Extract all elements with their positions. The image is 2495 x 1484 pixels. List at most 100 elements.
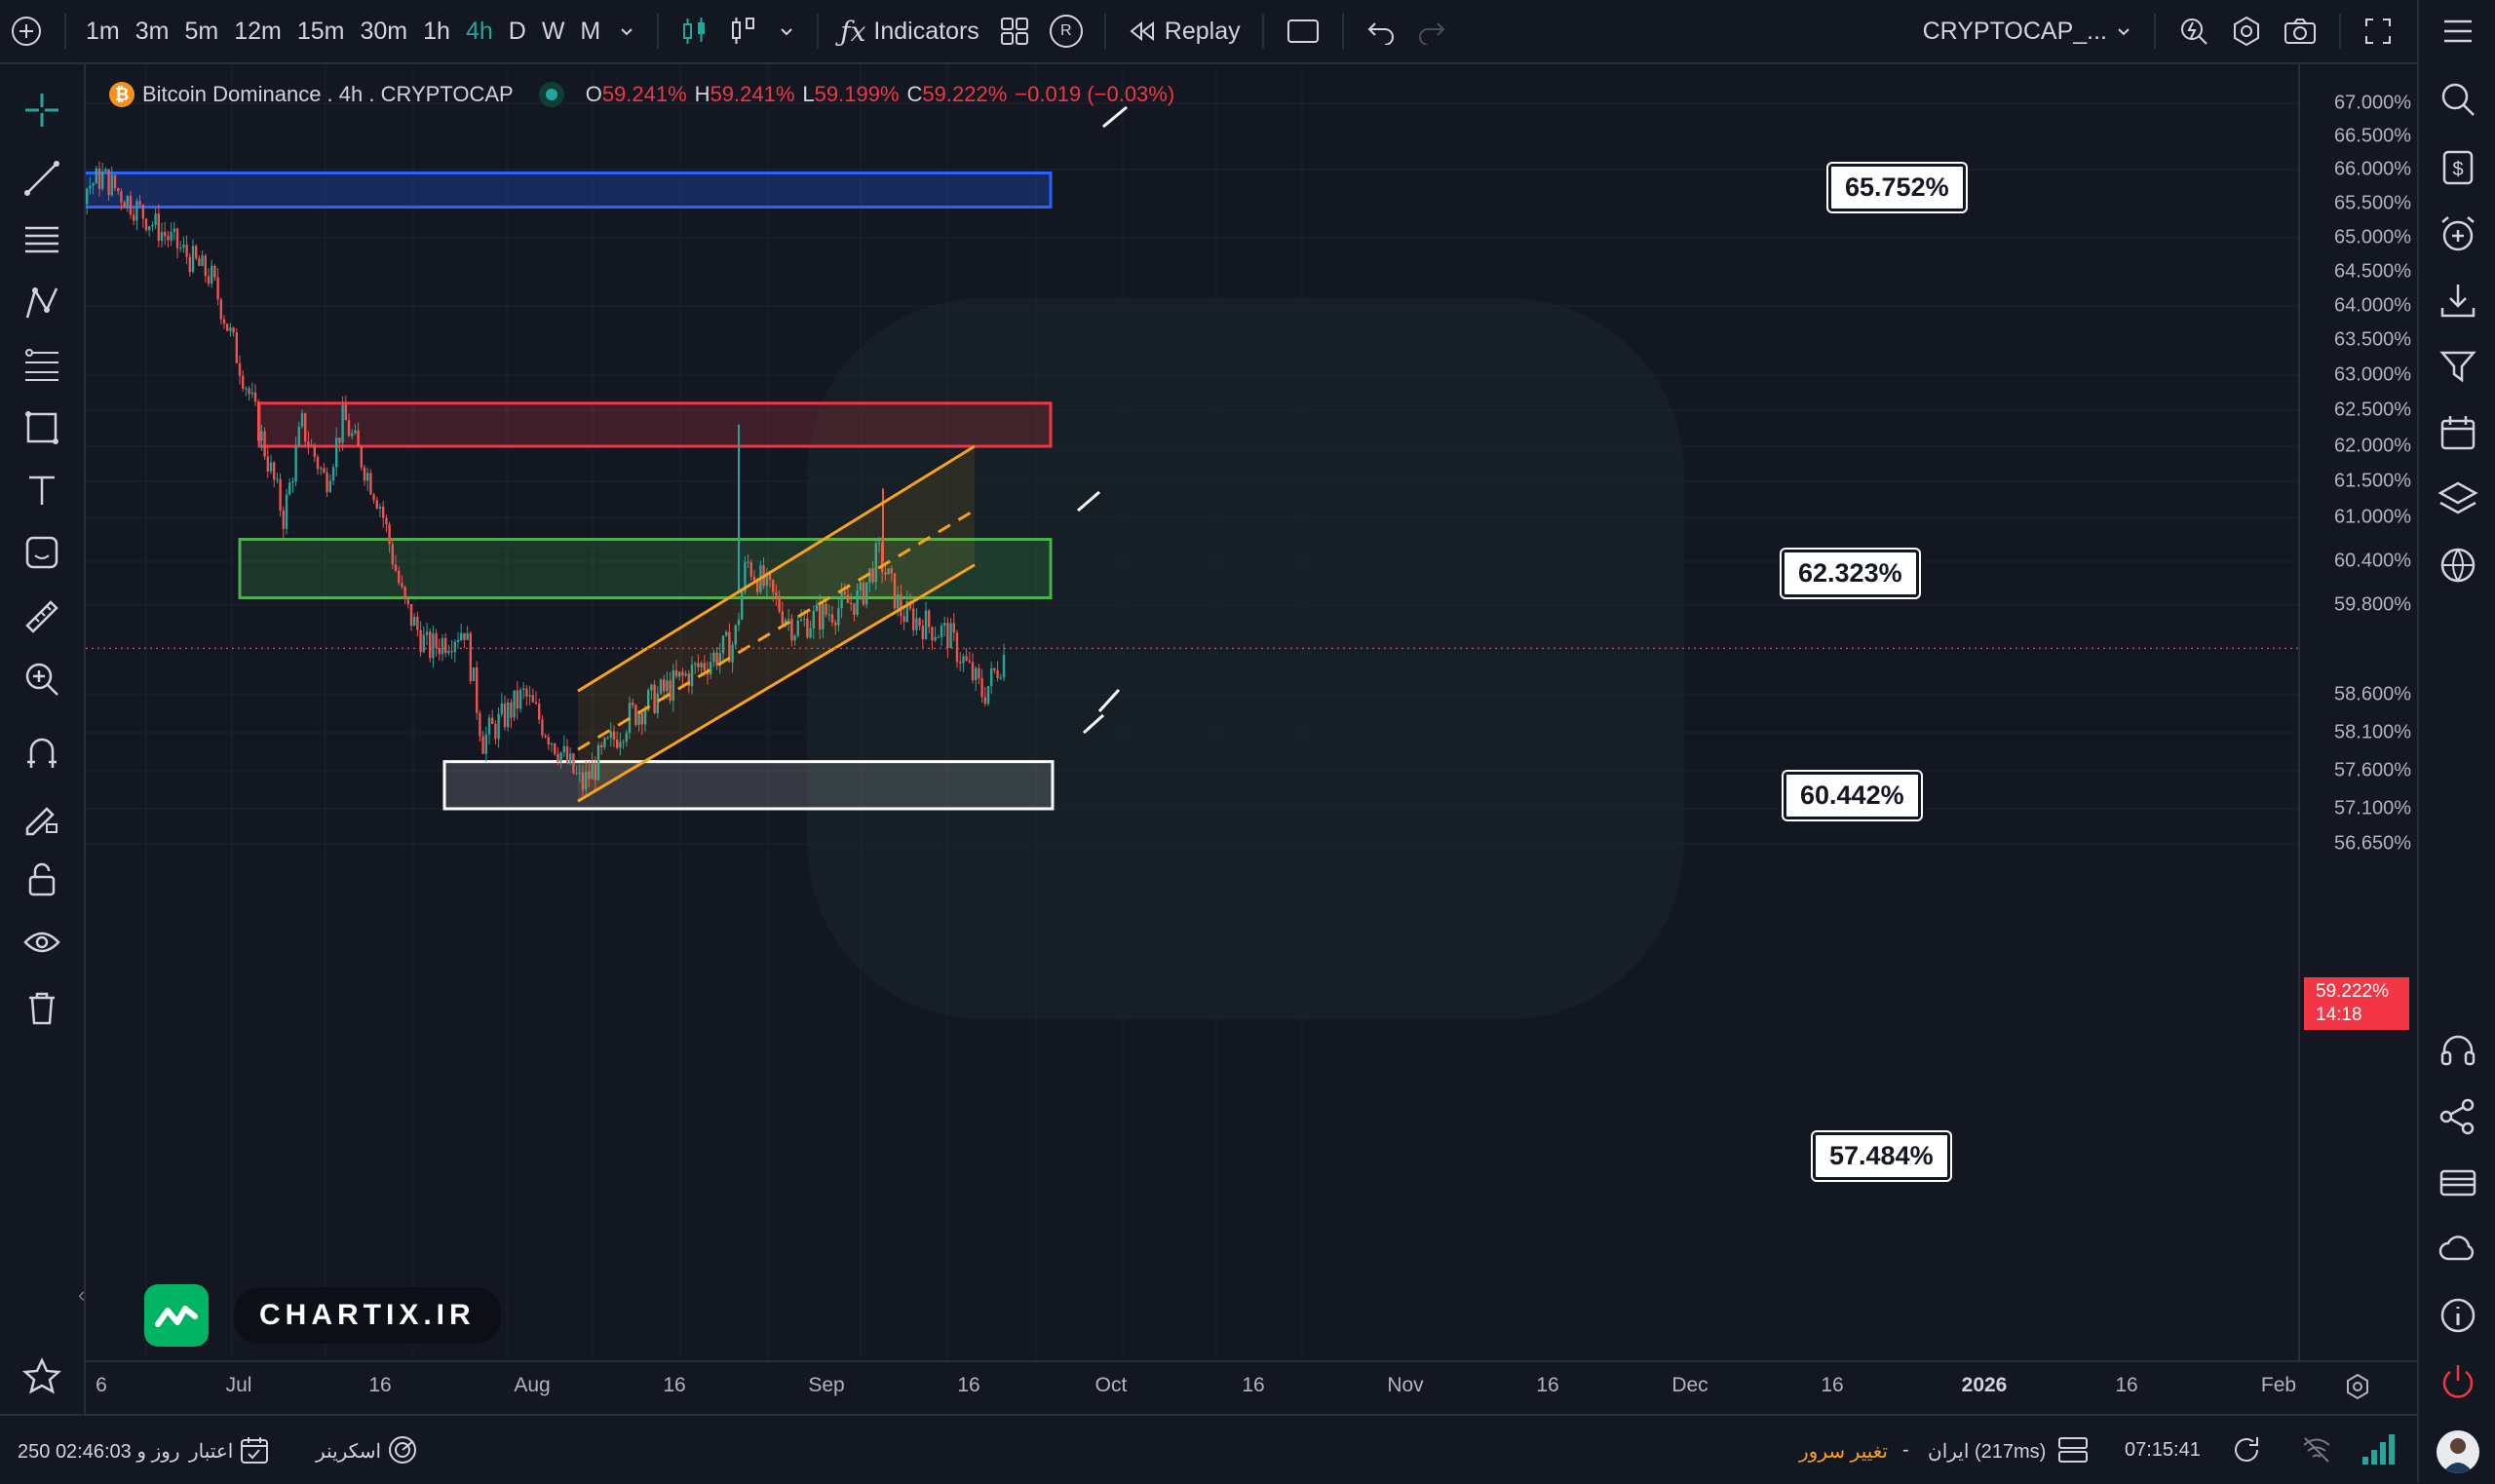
redo-button[interactable] — [1406, 0, 1457, 62]
symbol-selector[interactable]: CRYPTOCAP_... — [1913, 0, 2142, 62]
candle-body — [129, 196, 133, 215]
replay-button[interactable]: Replay — [1118, 0, 1250, 62]
legend-title[interactable]: Bitcoin Dominance . 4h . CRYPTOCAP — [142, 82, 514, 106]
horizontal-lines-icon[interactable] — [21, 220, 62, 261]
candle-body — [148, 226, 151, 231]
ruler-icon[interactable] — [21, 596, 62, 637]
trash-icon[interactable] — [21, 988, 62, 1029]
info-icon[interactable] — [2437, 1294, 2479, 1337]
search-icon[interactable] — [2437, 78, 2479, 121]
chart-canvas[interactable] — [0, 64, 2298, 1360]
interval-W[interactable]: W — [541, 17, 565, 45]
share-icon[interactable] — [2437, 1095, 2479, 1138]
candle-body — [980, 678, 983, 698]
time-axis[interactable]: 6 Jul 16 Aug 16 Sep 16 Oct 16 Nov 16 Dec 16 2026 16 Feb — [86, 1360, 2417, 1411]
candle-body — [257, 401, 260, 441]
alert-r-button[interactable]: R — [1040, 0, 1093, 62]
interval-4h[interactable]: 4h — [465, 17, 493, 45]
callout-pointer — [1077, 490, 1100, 513]
credit-label[interactable]: اعتبار — [189, 1441, 234, 1463]
calendar-icon[interactable] — [2437, 411, 2479, 454]
interval-3m[interactable]: 3m — [134, 17, 170, 45]
snapshot-button[interactable] — [2273, 0, 2327, 62]
globe-icon[interactable] — [2437, 544, 2479, 587]
candle-body — [616, 739, 619, 748]
candle-body — [557, 753, 559, 762]
interval-5m[interactable]: 5m — [184, 17, 219, 45]
card-icon[interactable] — [2437, 1161, 2479, 1204]
settings-button[interactable] — [2220, 0, 2273, 62]
price-axis[interactable]: 67.000% 66.500% 66.000% 65.500% 65.000% 64.50… — [2298, 64, 2419, 1360]
rectangle-button[interactable] — [1276, 0, 1330, 62]
price-callout[interactable]: 62.323% — [1782, 550, 1919, 597]
lock-icon[interactable] — [21, 859, 62, 900]
interval-dropdown[interactable] — [608, 0, 645, 62]
interval-12m[interactable]: 12m — [234, 17, 282, 45]
menu-icon[interactable] — [2437, 10, 2479, 53]
pattern-icon[interactable] — [21, 283, 62, 323]
server-change-link[interactable]: تغییر سرور — [1799, 1441, 1888, 1463]
interval-30m[interactable]: 30m — [360, 17, 408, 45]
templates-button[interactable] — [989, 0, 1040, 62]
add-symbol-button[interactable] — [0, 0, 53, 62]
interval-M[interactable]: M — [580, 17, 601, 45]
edit-lock-icon[interactable] — [21, 797, 62, 838]
avatar[interactable] — [2437, 1430, 2479, 1473]
support-icon[interactable] — [2437, 1029, 2479, 1072]
interval-D[interactable]: D — [508, 17, 526, 45]
axis-settings-icon[interactable] — [2343, 1372, 2372, 1401]
download-icon[interactable] — [2437, 279, 2479, 322]
chart-type-dropdown[interactable] — [768, 0, 805, 62]
cloud-icon[interactable] — [2437, 1228, 2479, 1271]
candle-body — [697, 663, 700, 667]
collapse-arrow-icon[interactable]: ‹ — [78, 1282, 86, 1307]
shape-icon[interactable] — [21, 407, 62, 448]
channel-mid-line — [577, 509, 976, 751]
magnet-icon[interactable] — [21, 733, 62, 774]
screener-label[interactable]: اسکرینر — [316, 1441, 382, 1463]
current-price-label: 59.222% 14:18 — [2304, 977, 2409, 1030]
zoom-icon[interactable] — [21, 659, 62, 700]
indicators-button[interactable]: ƒx Indicators — [830, 0, 989, 62]
candle-body — [113, 174, 117, 189]
chart-type-bars-button[interactable] — [719, 0, 768, 62]
candle-body — [725, 631, 728, 636]
legend-close-label: C — [906, 82, 923, 106]
fib-icon[interactable] — [21, 345, 62, 386]
eye-icon[interactable] — [21, 922, 62, 963]
interval-15m[interactable]: 15m — [296, 17, 345, 45]
layers-icon[interactable] — [2437, 477, 2479, 520]
price-tick-label: 65.000% — [2334, 226, 2411, 248]
chart-type-candles-button[interactable] — [671, 0, 719, 62]
power-icon[interactable] — [2437, 1360, 2479, 1403]
radar-icon[interactable] — [386, 1433, 419, 1466]
quick-search-button[interactable] — [2168, 0, 2220, 62]
text-icon[interactable] — [21, 470, 62, 511]
price-tick-label: 67.000% — [2334, 92, 2411, 114]
dollar-icon[interactable]: $ — [2437, 146, 2479, 189]
wifi-off-icon[interactable] — [2300, 1433, 2333, 1466]
crosshair-icon[interactable] — [21, 90, 62, 131]
trendline-icon[interactable] — [21, 158, 62, 199]
fullscreen-button[interactable] — [2353, 0, 2403, 62]
price-tick-label: 63.000% — [2334, 363, 2411, 386]
price-callout[interactable]: 60.442% — [1784, 772, 1921, 819]
candle-body — [503, 703, 507, 728]
price-callout[interactable]: 65.752% — [1828, 164, 1966, 211]
candle-body — [637, 712, 640, 725]
alarm-add-icon[interactable] — [2437, 212, 2479, 255]
interval-1h[interactable]: 1h — [423, 17, 450, 45]
filter-icon[interactable] — [2437, 345, 2479, 388]
undo-button[interactable] — [1356, 0, 1406, 62]
sticker-icon[interactable] — [21, 532, 62, 573]
calendar-check-icon[interactable] — [238, 1433, 271, 1466]
price-callout[interactable]: 57.484% — [1813, 1132, 1950, 1180]
candle-body — [632, 703, 634, 705]
star-icon[interactable] — [21, 1356, 62, 1397]
candle-body — [534, 702, 538, 704]
candle-body — [320, 468, 323, 470]
candle-body — [92, 183, 95, 186]
chart-pane[interactable] — [0, 64, 2298, 1360]
interval-1m[interactable]: 1m — [86, 17, 120, 45]
refresh-icon[interactable] — [2230, 1433, 2263, 1466]
